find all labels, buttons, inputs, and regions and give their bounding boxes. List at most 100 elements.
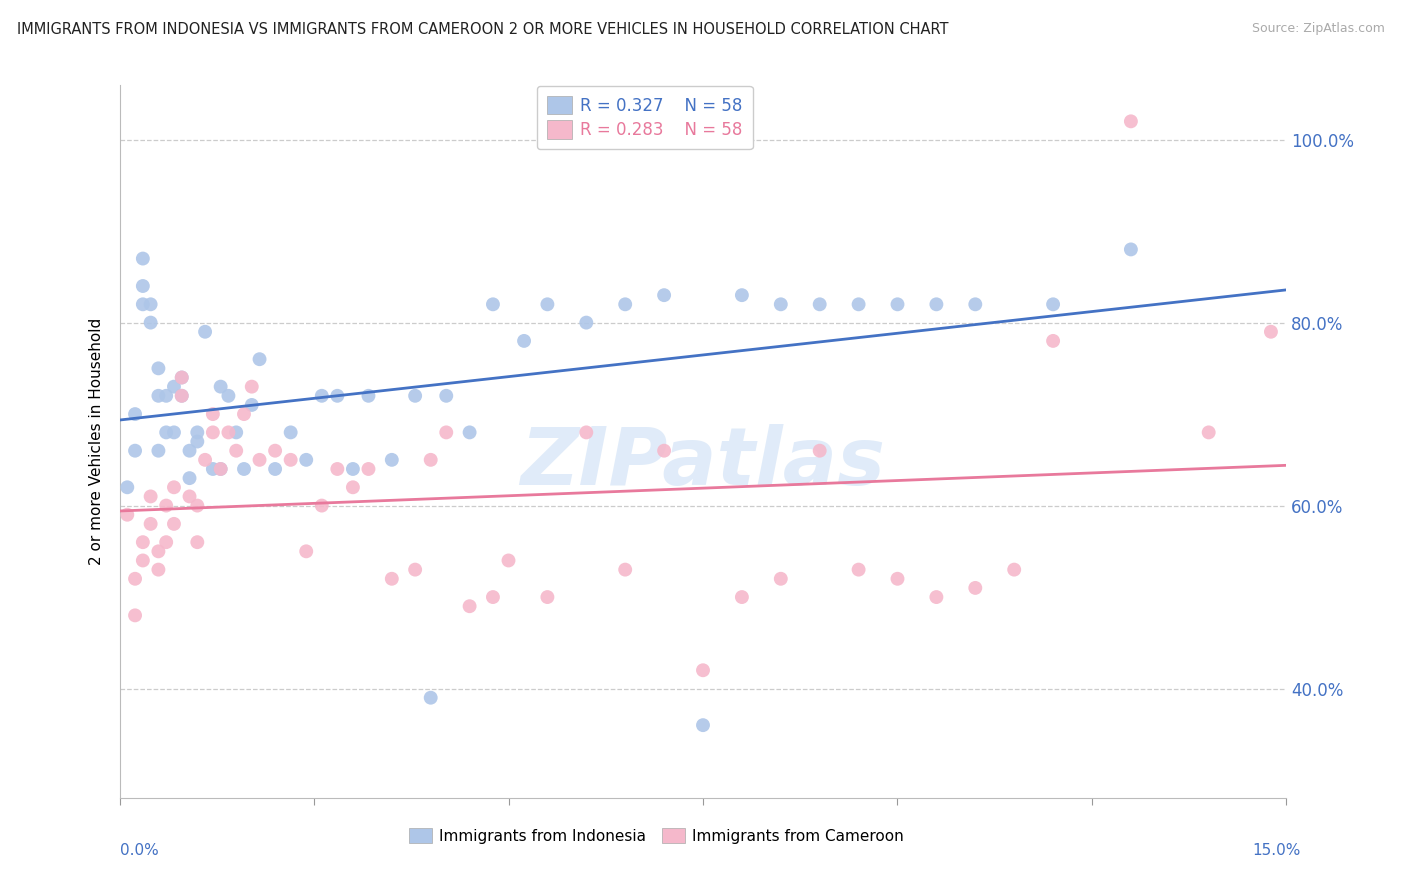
Point — [295, 544, 318, 558]
Point — [731, 590, 754, 604]
Point — [148, 563, 170, 577]
Point — [1002, 563, 1025, 577]
Point — [434, 389, 457, 403]
Point — [139, 490, 162, 504]
Point — [124, 572, 146, 586]
Point — [179, 471, 201, 485]
Point — [419, 453, 441, 467]
Point — [117, 508, 139, 522]
Point — [458, 599, 481, 614]
Point — [731, 288, 754, 302]
Point — [769, 572, 792, 586]
Text: 15.0%: 15.0% — [1253, 843, 1301, 858]
Point — [201, 462, 224, 476]
Point — [536, 590, 558, 604]
Point — [614, 563, 637, 577]
Point — [652, 288, 675, 302]
Text: 0.0%: 0.0% — [120, 843, 159, 858]
Point — [163, 425, 186, 440]
Point — [249, 453, 271, 467]
Point — [117, 480, 139, 494]
Point — [217, 425, 239, 440]
Point — [132, 535, 155, 549]
Point — [148, 443, 170, 458]
Point — [240, 379, 263, 393]
Point — [209, 462, 232, 476]
Point — [342, 462, 364, 476]
Point — [124, 443, 146, 458]
Point — [326, 389, 349, 403]
Point — [311, 389, 333, 403]
Point — [194, 325, 217, 339]
Legend: Immigrants from Indonesia, Immigrants from Cameroon: Immigrants from Indonesia, Immigrants fr… — [401, 820, 911, 851]
Point — [170, 389, 193, 403]
Point — [925, 297, 948, 311]
Point — [155, 499, 177, 513]
Point — [357, 389, 380, 403]
Point — [194, 453, 217, 467]
Point — [925, 590, 948, 604]
Point — [209, 379, 232, 393]
Point — [240, 398, 263, 412]
Point — [148, 544, 170, 558]
Point — [1198, 425, 1220, 440]
Point — [1042, 297, 1064, 311]
Text: Source: ZipAtlas.com: Source: ZipAtlas.com — [1251, 22, 1385, 36]
Point — [139, 516, 162, 531]
Point — [419, 690, 441, 705]
Point — [769, 297, 792, 311]
Point — [886, 572, 908, 586]
Point — [692, 663, 714, 677]
Point — [575, 316, 598, 330]
Point — [163, 379, 186, 393]
Point — [233, 462, 256, 476]
Point — [132, 252, 155, 266]
Point — [614, 297, 637, 311]
Point — [886, 297, 908, 311]
Point — [342, 480, 364, 494]
Point — [458, 425, 481, 440]
Point — [381, 453, 404, 467]
Point — [326, 462, 349, 476]
Point — [170, 370, 193, 384]
Point — [132, 279, 155, 293]
Point — [280, 453, 302, 467]
Point — [264, 462, 287, 476]
Point — [132, 553, 155, 567]
Point — [201, 407, 224, 421]
Point — [225, 443, 247, 458]
Point — [311, 499, 333, 513]
Point — [652, 443, 675, 458]
Point — [139, 297, 162, 311]
Point — [155, 389, 177, 403]
Point — [692, 718, 714, 732]
Point — [404, 563, 426, 577]
Point — [965, 297, 987, 311]
Point — [124, 407, 146, 421]
Point — [201, 425, 224, 440]
Point — [132, 297, 155, 311]
Point — [264, 443, 287, 458]
Point — [295, 453, 318, 467]
Point — [965, 581, 987, 595]
Text: IMMIGRANTS FROM INDONESIA VS IMMIGRANTS FROM CAMEROON 2 OR MORE VEHICLES IN HOUS: IMMIGRANTS FROM INDONESIA VS IMMIGRANTS … — [17, 22, 949, 37]
Point — [163, 516, 186, 531]
Point — [155, 425, 177, 440]
Point — [148, 389, 170, 403]
Point — [170, 389, 193, 403]
Point — [482, 297, 505, 311]
Point — [848, 563, 870, 577]
Point — [513, 334, 536, 348]
Point — [848, 297, 870, 311]
Point — [280, 425, 302, 440]
Point — [124, 608, 146, 623]
Text: ZIPatlas: ZIPatlas — [520, 424, 886, 502]
Point — [148, 361, 170, 376]
Point — [139, 316, 162, 330]
Point — [186, 499, 208, 513]
Point — [186, 535, 208, 549]
Point — [209, 462, 232, 476]
Point — [357, 462, 380, 476]
Point — [186, 425, 208, 440]
Point — [170, 370, 193, 384]
